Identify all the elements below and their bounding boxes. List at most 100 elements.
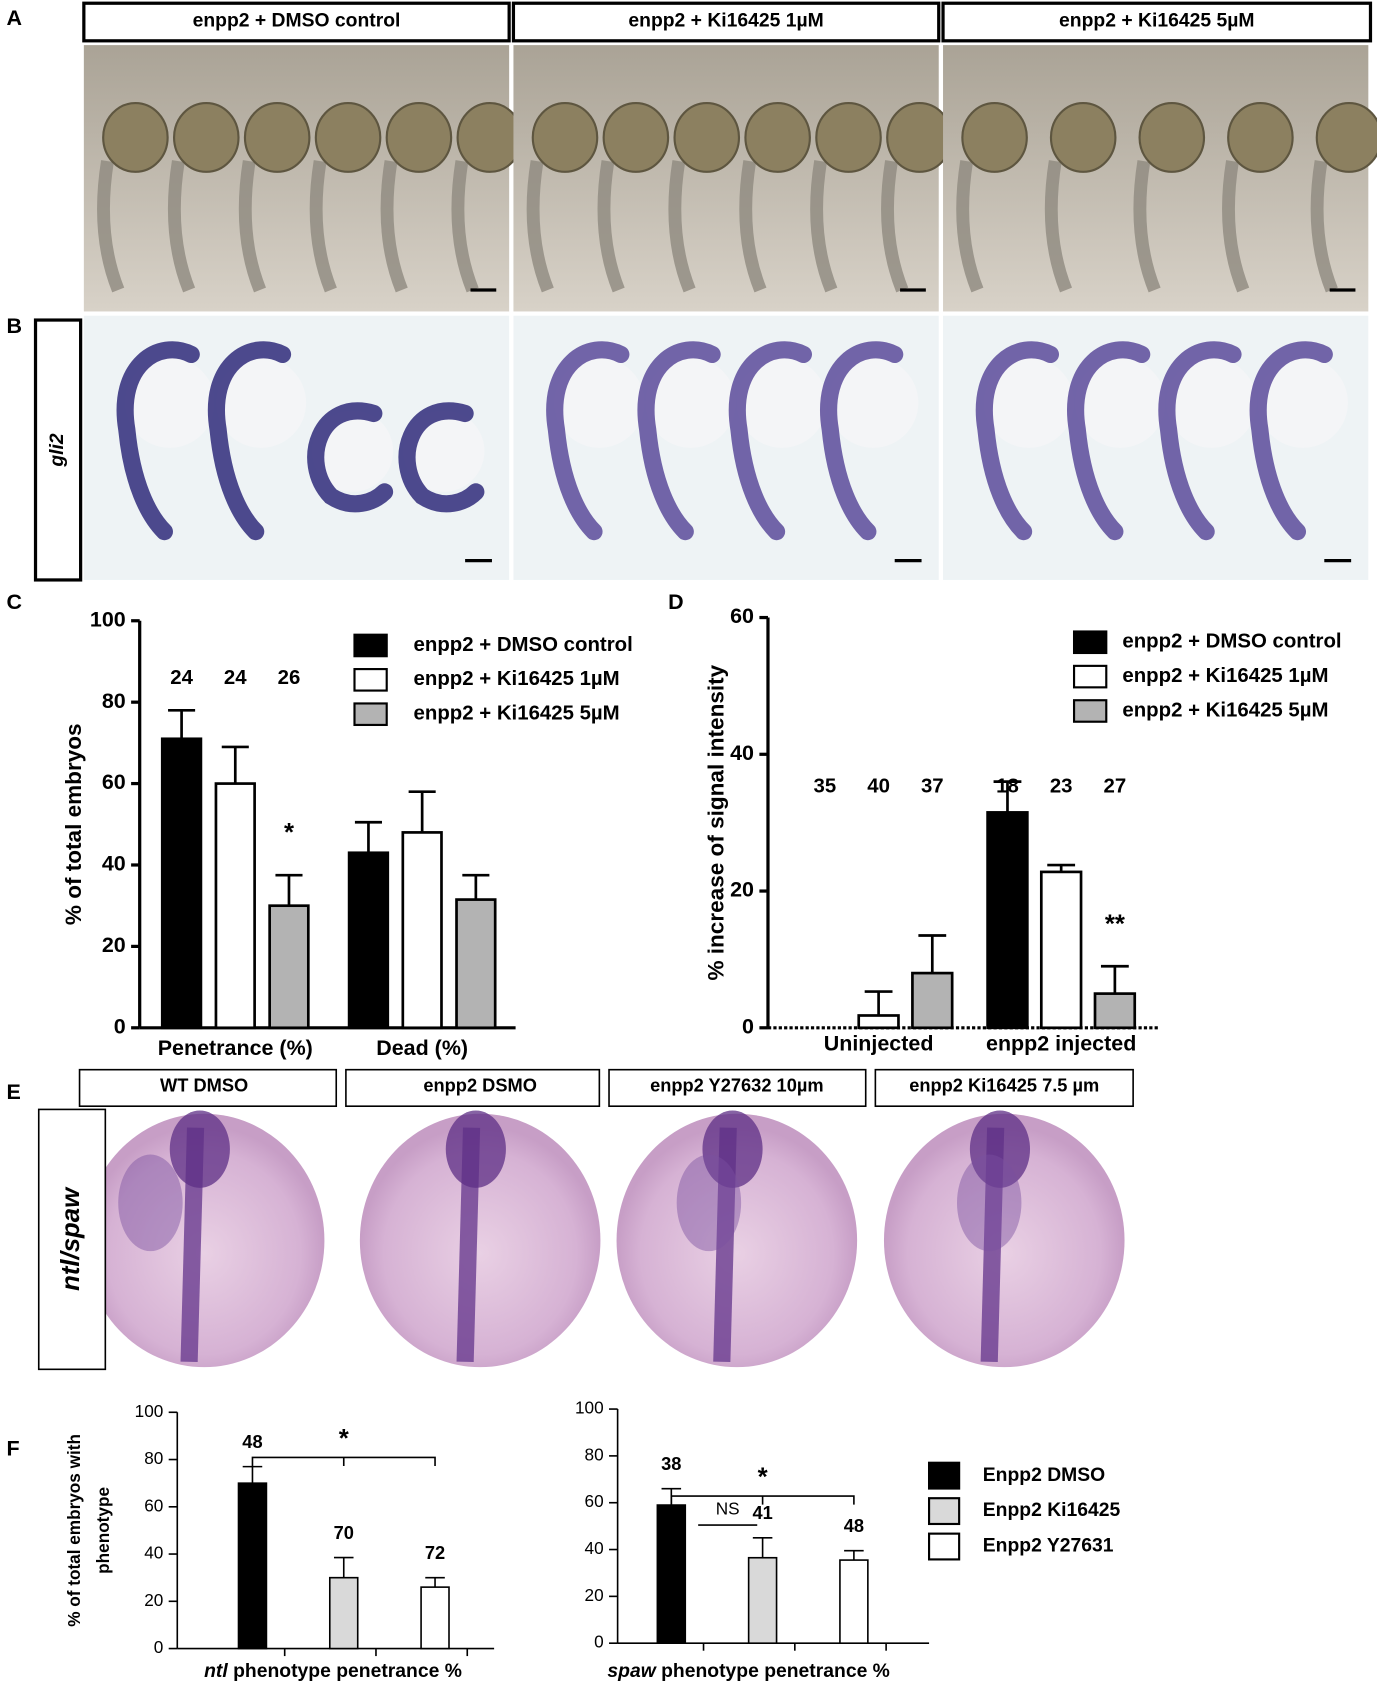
embryo-tail [1044,160,1073,293]
embryo-yolk [828,357,919,448]
panel-letter: F [7,1437,20,1461]
bar [420,1586,450,1650]
error-bar [864,990,893,1016]
embryo-yolk [736,357,828,448]
condition-box [874,1068,1134,1108]
y-tick-label: 100 [90,607,126,631]
bracket-label: * [758,1464,768,1492]
y-tick-label: 0 [154,1637,164,1657]
embryo [83,1113,325,1368]
n-label: 38 [661,1453,681,1474]
y-tick-label: 20 [585,1585,604,1605]
condition-label: enpp2 Y27632 10µm [650,1075,824,1096]
embryo-tail [380,160,408,293]
y-tick-label: 100 [575,1398,604,1418]
legend-swatch [353,702,388,727]
error-bar [221,745,249,784]
embryo-yolk [983,357,1075,448]
probe-box [33,318,83,582]
embryo-head [169,1110,230,1188]
legend-swatch [927,1532,961,1561]
condition-label: enpp2 + DMSO control [193,11,401,32]
error-bar [1047,863,1076,872]
condition-label: enpp2 + Ki16425 1µM [628,11,823,32]
x-tick-label: enpp2 injected [986,1032,1136,1056]
bracket-label: * [339,1425,349,1453]
embryo-tail [451,160,479,293]
y-tick-label: 80 [102,689,126,713]
y-axis-label: % increase of signal intensity [703,664,728,980]
embryo-yolk [886,102,953,173]
embryo [359,1113,601,1368]
embryo-yolk [1257,357,1348,448]
y-tick-label: 0 [114,1014,126,1038]
embryo-yolk [243,102,311,173]
embryo-spot [956,1154,1022,1252]
photo [83,45,510,312]
embryo-tail [238,160,266,293]
bar [401,831,443,1030]
embryo-spot [118,1154,183,1252]
gene-name: ntl [204,1661,228,1682]
y-tick-label: 60 [730,604,754,628]
bar [1039,870,1083,1030]
embryo-stain [1067,341,1151,541]
error-bar [333,1556,354,1578]
bar [911,971,954,1030]
error-bar [425,1576,445,1588]
y-tick-label: 0 [742,1014,754,1038]
condition-label: enpp2 DSMO [423,1075,537,1096]
error-bar [168,708,196,739]
embryo-stain [398,402,485,513]
y-tick-label: 0 [594,1632,604,1652]
n-label: 26 [278,667,301,689]
embryo-tail [526,160,554,293]
error-bar [993,780,1022,813]
embryo-stain [820,341,904,541]
embryo-yolk [673,102,741,173]
n-label: 24 [224,667,247,689]
n-label: 24 [170,667,193,689]
condition-label: WT DMSO [160,1075,248,1096]
bar [1093,992,1137,1030]
error-bar [462,873,490,900]
embryo-tail [810,160,838,293]
n-label: 70 [334,1522,354,1543]
n-label: 48 [242,1431,262,1452]
charts: 0 20 40 60 80 100 % of total embryos Penetrance… [61,604,1341,1682]
bar [455,898,497,1030]
x-axis-label: spaw phenotype penetrance % [607,1661,889,1682]
embryo-yolk [554,357,645,448]
embryo-yolk [1138,102,1206,173]
y-axis-label: % of total embryos with [64,1434,84,1627]
n-label: 27 [1104,776,1127,798]
bracket [251,1456,436,1466]
embryo-tail [1133,160,1161,293]
legend-label: Enpp2 DMSO [983,1465,1105,1486]
probe-label: gli2 [47,433,68,468]
legend-swatch [1072,699,1108,723]
n-label: 48 [844,1515,864,1536]
embryo-head [445,1110,506,1188]
embryo-yolk [124,357,215,448]
embryo [616,1113,858,1368]
y-tick-label: 80 [144,1448,163,1468]
bar [656,1504,687,1644]
y-tick-label: 20 [144,1590,163,1610]
y-tick-label: 80 [585,1444,604,1464]
y-tick-label: 40 [730,741,754,765]
bar [328,1576,359,1650]
legend-swatch [927,1497,961,1526]
panel-letter: C [7,590,23,614]
gene-name: spaw [607,1661,657,1682]
condition-box [608,1068,867,1108]
embryo-yolk [1315,102,1377,173]
embryo-tail [956,160,984,293]
n-label: 37 [921,776,944,798]
bar [986,811,1029,1030]
embryo-stain [307,402,394,513]
bar [214,782,256,1030]
panel-letter: A [7,6,23,30]
condition-box [78,1068,338,1108]
